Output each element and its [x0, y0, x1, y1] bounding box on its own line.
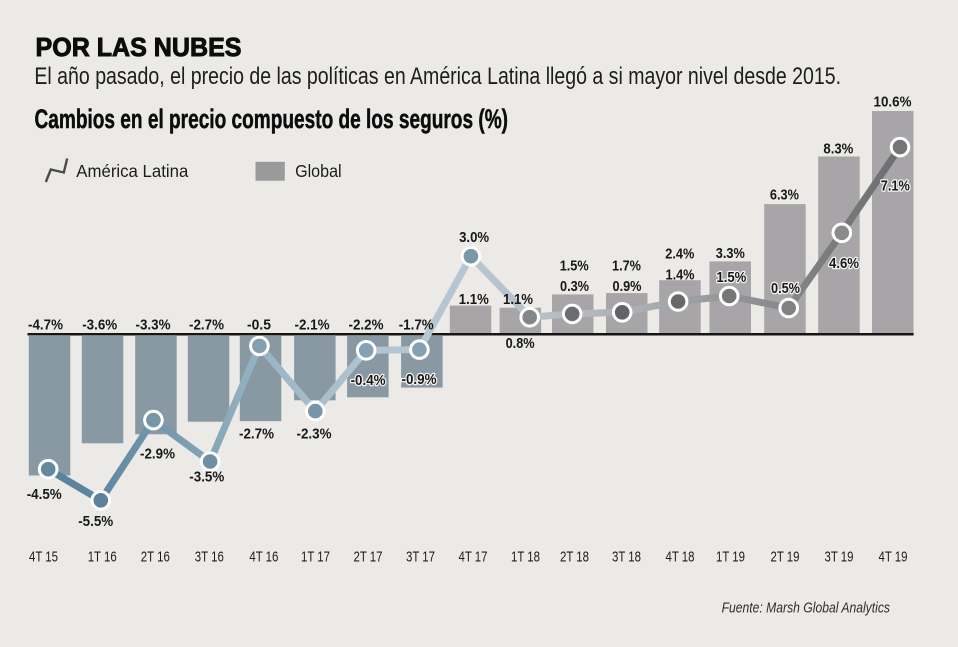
svg-text:1.5%: 1.5% — [716, 270, 746, 286]
svg-text:-4.7%: -4.7% — [28, 318, 63, 334]
svg-text:1.1%: 1.1% — [503, 292, 533, 308]
svg-text:El año pasado, el precio de la: El año pasado, el precio de las política… — [34, 63, 841, 90]
svg-text:3T 17: 3T 17 — [406, 549, 435, 566]
svg-text:0.5%: 0.5% — [771, 281, 800, 297]
svg-text:4T 18: 4T 18 — [666, 549, 695, 566]
svg-text:1.7%: 1.7% — [612, 258, 641, 274]
svg-text:1T 16: 1T 16 — [88, 549, 117, 566]
svg-text:-3.6%: -3.6% — [82, 318, 117, 334]
svg-text:Fuente: Marsh Global Analytics: Fuente: Marsh Global Analytics — [722, 601, 890, 617]
svg-text:-0.4%: -0.4% — [351, 373, 386, 389]
svg-text:-2.3%: -2.3% — [297, 427, 332, 443]
svg-text:2T 19: 2T 19 — [771, 549, 800, 566]
svg-text:3T 18: 3T 18 — [612, 549, 641, 566]
svg-text:10.6%: 10.6% — [874, 95, 912, 111]
svg-text:7.1%: 7.1% — [881, 178, 910, 194]
svg-text:0.3%: 0.3% — [560, 279, 589, 295]
svg-text:4T 17: 4T 17 — [459, 549, 488, 566]
svg-text:0.9%: 0.9% — [613, 279, 642, 295]
svg-text:-2.1%: -2.1% — [295, 318, 330, 334]
svg-text:-0.9%: -0.9% — [402, 372, 437, 388]
svg-text:-0.5: -0.5 — [247, 318, 271, 334]
svg-text:Global: Global — [295, 161, 342, 181]
svg-text:1.1%: 1.1% — [459, 292, 489, 308]
svg-text:-3.5%: -3.5% — [189, 469, 224, 485]
svg-text:3T 19: 3T 19 — [825, 549, 854, 566]
svg-text:2.4%: 2.4% — [665, 246, 694, 262]
svg-text:3T 16: 3T 16 — [195, 549, 224, 566]
svg-text:3.3%: 3.3% — [716, 246, 745, 262]
svg-text:6.3%: 6.3% — [770, 188, 799, 204]
svg-text:Cambios en el precio compuesto: Cambios en el precio compuesto de los se… — [35, 104, 508, 134]
svg-text:2T 17: 2T 17 — [354, 549, 383, 566]
svg-text:1T 18: 1T 18 — [511, 549, 540, 566]
svg-text:4T 19: 4T 19 — [879, 549, 908, 566]
svg-text:-1.7%: -1.7% — [399, 318, 434, 334]
svg-text:-3.3%: -3.3% — [136, 318, 171, 334]
svg-text:4T 15: 4T 15 — [29, 549, 58, 566]
svg-text:2T 18: 2T 18 — [560, 549, 589, 566]
svg-text:0.8%: 0.8% — [506, 336, 535, 352]
svg-text:-2.2%: -2.2% — [349, 318, 384, 334]
svg-text:POR LAS NUBES: POR LAS NUBES — [36, 34, 242, 62]
svg-text:8.3%: 8.3% — [823, 142, 853, 158]
svg-text:1T 17: 1T 17 — [301, 549, 330, 566]
svg-text:-2.7%: -2.7% — [189, 318, 224, 334]
svg-text:3.0%: 3.0% — [459, 230, 489, 246]
svg-text:1.5%: 1.5% — [560, 258, 589, 274]
svg-text:América Latina: América Latina — [76, 161, 188, 181]
svg-text:1.4%: 1.4% — [666, 267, 695, 283]
svg-text:-5.5%: -5.5% — [78, 514, 113, 530]
svg-text:-4.5%: -4.5% — [27, 487, 62, 503]
svg-text:4.6%: 4.6% — [829, 256, 859, 272]
svg-text:-2.9%: -2.9% — [140, 447, 175, 463]
svg-text:2T 16: 2T 16 — [141, 549, 170, 566]
svg-text:-2.7%: -2.7% — [239, 426, 274, 442]
svg-text:1T 19: 1T 19 — [716, 549, 745, 566]
svg-text:4T 16: 4T 16 — [249, 549, 278, 566]
